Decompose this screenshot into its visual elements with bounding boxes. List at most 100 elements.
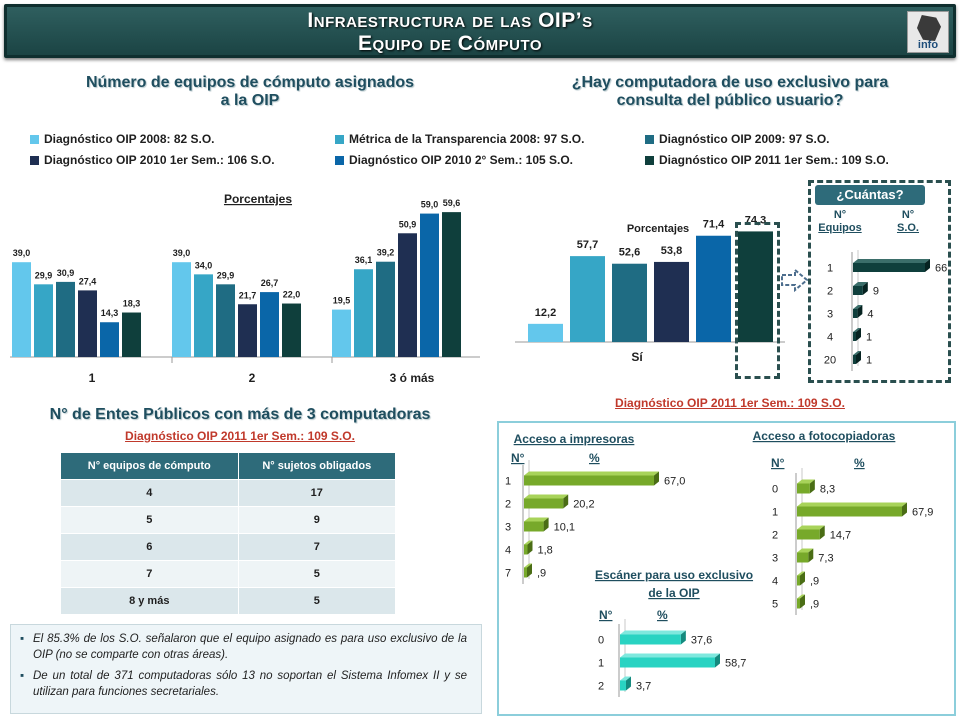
escaner-title-line1: Escáner para uso exclusivo [595,568,753,582]
bar-label: 27,4 [79,276,97,286]
hbar-side [527,563,532,578]
legend-label: Diagnóstico OIP 2008: 82 S.O. [44,132,215,146]
table-cell: 5 [237,587,397,615]
right-bar-chart: Porcentajes 12,257,752,6 53,871,4 74,3Sí [515,214,785,364]
hbar-top [797,594,805,599]
hbar-1 [620,657,715,668]
hbar-side [902,502,907,517]
cuantas-col2-line2: S.O. [896,222,919,234]
bar-2-3 [238,304,257,357]
hbar-2 [620,680,626,691]
hbar-side [857,305,863,318]
right-chart-title-line1: ¿Hay computadora de uso exclusivo para [571,74,889,91]
table-cell: 17 [237,479,397,507]
hbar-side [800,594,805,609]
escaner-title-line2: de la OIP [648,586,699,600]
hbar-category: 20 [824,355,836,367]
legend-swatch [645,155,654,165]
cuantas-title: ¿Cuántas? [815,185,925,205]
bar-1-5 [122,312,141,357]
cuantas-col2-line1: N° [901,209,915,221]
hbar-1 [797,506,902,517]
hbar-category: 0 [598,635,604,647]
bar-label: 59,0 [421,200,439,210]
cuantas-panel [808,180,951,383]
right-chart-title-line2: consulta del público usuario? [616,92,844,109]
hbar-category: 1 [505,476,511,488]
hbar-top [620,653,720,658]
legend-label: Métrica de la Transparencia 2008: 97 S.O… [349,132,585,146]
header-banner: Infraestructura de las OIP’s Equipo de C… [4,4,956,58]
hbar-side [563,494,569,509]
bar-3 ó más-4 [420,213,439,357]
left-chart-ylabel: Porcentajes [224,192,292,206]
hbar-side [715,653,720,668]
hbar-1 [853,263,925,272]
hbar-value: 1 [866,355,872,367]
hbar-category: 7 [505,568,511,580]
legend-item-metrica: Métrica de la Transparencia 2008: 97 S.O… [335,132,584,146]
bar-label: 19,5 [333,296,351,306]
fotocopiadoras-col-pct: % [854,456,865,470]
impresoras-bars: 1 67,0 2 20,2 3 10,1 4 1,8 7 ,9 [505,460,685,584]
table-cell: 8 y más [60,587,239,615]
hbar-top [620,676,631,681]
right-chart-diagnostico: Diagnóstico OIP 2011 1er Sem.: 109 S.O. [615,396,845,410]
escaner-col-n: N° [599,608,613,622]
hbar-value: ,9 [810,576,819,588]
right-chart-ylabel: Porcentajes [627,223,689,235]
hbar-value: 1,8 [537,545,552,557]
hbar-value: 7,3 [818,553,833,565]
hbar-value: 67,0 [664,476,685,488]
hbar-top [853,305,863,309]
hbar-value: 10,1 [554,522,575,534]
legend-swatch [30,134,39,144]
hbar-top [620,630,686,635]
hbar-4 [524,544,528,555]
legend-label: Diagnóstico OIP 2010 1er Sem.: 106 S.O. [44,153,275,167]
bar-label: 39,0 [173,248,191,258]
left-chart-title-line2: a la OIP [220,92,280,109]
bar-3 ó más-3 [398,233,417,357]
hbar-3 [853,309,858,318]
bar-3 ó más-1 [354,269,373,357]
impresoras-col-pct: % [589,451,600,465]
fotocopiadoras-title: Acceso a fotocopiadoras [753,429,896,443]
hbar-value: 66 [935,263,947,275]
hbar-top [797,548,814,553]
bar-label: 14,3 [101,308,119,318]
cuantas-bars: 1 66 2 9 3 4 4 1 20 1 [824,250,947,371]
hbar-value: 4 [867,309,873,321]
entes-header-sujetos: N° sujetos obligados [237,452,397,480]
bar-label: 39,2 [377,248,395,258]
left-chart-title: Número de equipos de cómputo asignados a… [40,74,460,110]
hbar-value: 3,7 [636,681,651,693]
hbar-top [524,494,569,499]
bar-label: 52,6 [619,247,640,259]
hbar-4 [797,575,800,586]
hbar-category: 3 [772,553,778,565]
arrow-right-icon [781,268,809,292]
category-label: 1 [89,371,96,385]
table-cell: 5 [60,506,239,534]
hbar-side [680,630,686,645]
page-title: Infraestructura de las OIP’s [307,9,593,32]
hbar-side [625,676,631,691]
legend-item-2008: Diagnóstico OIP 2008: 82 S.O. [30,132,215,146]
cuantas-col1: N° Equipos [818,209,862,235]
bar-label: 57,7 [577,239,598,251]
legend-swatch [335,134,344,144]
left-chart-title-line1: Número de equipos de cómputo asignados [85,74,415,91]
bar-label: 50,9 [399,219,417,229]
cuantas-hbar-chart: 1 66 2 9 3 4 4 1 20 1 [824,250,947,371]
bar-2-4 [260,292,279,357]
bar-1-0 [12,262,31,357]
legend-swatch [645,134,654,144]
hbar-side [862,282,868,295]
hbar-category: 1 [598,658,604,670]
entes-title: N° de Entes Públicos con más de 3 comput… [49,406,431,423]
hbar-value: 67,9 [912,507,933,519]
hbar-category: 4 [505,545,511,557]
bar-label: 71,4 [703,219,725,231]
access-panel [497,421,956,716]
